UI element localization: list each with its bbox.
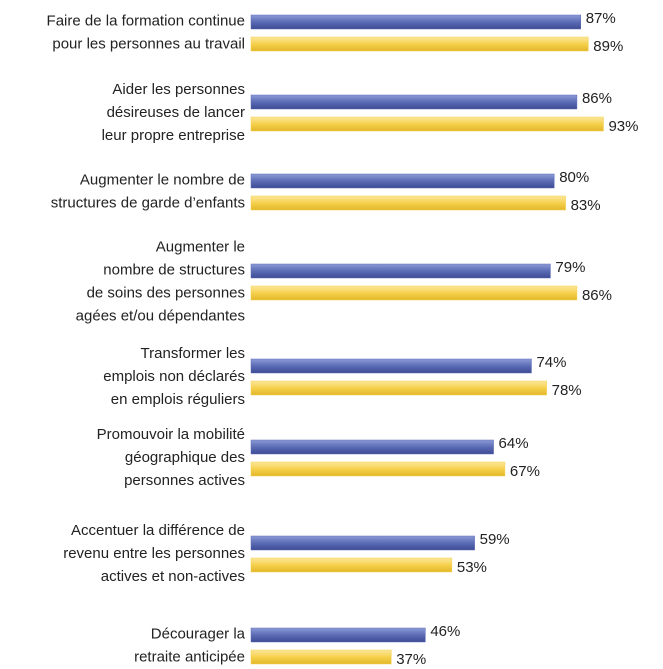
bar (250, 358, 532, 374)
bar (250, 649, 392, 665)
value-label: 86% (582, 287, 612, 304)
category-label: actives et non-actives (101, 568, 245, 585)
value-label: 89% (593, 38, 623, 55)
bar (250, 557, 453, 573)
value-label: 93% (608, 118, 638, 135)
bar (250, 116, 604, 132)
value-label: 86% (582, 90, 612, 107)
category-label: nombre de structures (103, 261, 245, 278)
category-label: structures de garde d’enfants (51, 194, 245, 211)
category-label: géographique des (125, 449, 245, 466)
bar (250, 535, 475, 551)
category-label: pour les personnes au travail (52, 35, 245, 52)
value-label: 78% (552, 382, 582, 399)
value-label: 87% (586, 10, 616, 27)
value-label: 83% (571, 197, 601, 214)
category-label: Aider les personnes (112, 81, 245, 98)
bar (250, 461, 506, 477)
category-label: revenu entre les personnes (63, 545, 245, 562)
value-label: 64% (499, 435, 529, 452)
value-label: 59% (480, 531, 510, 548)
value-label: 46% (430, 623, 460, 640)
value-label: 67% (510, 463, 540, 480)
bar (250, 263, 551, 279)
bar (250, 627, 426, 643)
category-label: en emplois réguliers (111, 391, 245, 408)
category-label: Augmenter le (156, 238, 245, 255)
bar (250, 14, 581, 30)
bar (250, 173, 555, 189)
value-label: 80% (559, 169, 589, 186)
category-label: Accentuer la différence de (71, 522, 245, 539)
value-label: 53% (457, 559, 487, 576)
category-label: Décourager la (151, 625, 246, 642)
bar (250, 439, 494, 455)
bar (250, 94, 578, 110)
bar (250, 285, 578, 301)
value-label: 37% (396, 651, 426, 668)
category-label: personnes actives (124, 472, 245, 489)
category-label: Augmenter le nombre de (80, 171, 245, 188)
category-label: agées et/ou dépendantes (76, 307, 245, 324)
category-label: Promouvoir la mobilité (97, 426, 245, 443)
bar (250, 36, 589, 52)
category-label: leur propre entreprise (102, 127, 245, 144)
bar (250, 195, 566, 211)
bar (250, 380, 547, 396)
category-label: de soins des personnes (87, 284, 245, 301)
value-label: 79% (555, 259, 585, 276)
category-label: emplois non déclarés (103, 368, 245, 385)
category-label: Transformer les (141, 345, 245, 362)
value-label: 74% (536, 354, 566, 371)
category-label: Faire de la formation continue (47, 12, 245, 29)
category-label: désireuses de lancer (107, 104, 245, 121)
category-label: retraite anticipée (134, 648, 245, 665)
